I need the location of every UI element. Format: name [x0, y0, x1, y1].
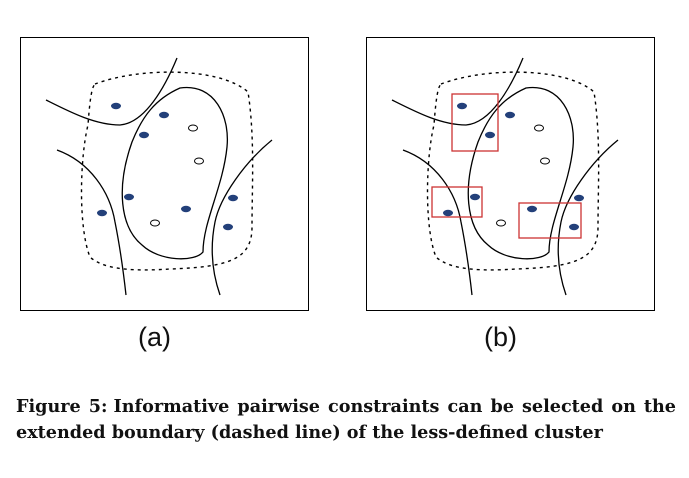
filled-point — [124, 193, 134, 201]
filled-point — [574, 194, 584, 202]
filled-point — [159, 111, 169, 119]
filled-point — [181, 205, 191, 213]
hollow-points — [496, 124, 550, 227]
filled-point — [111, 102, 121, 110]
figure-caption: Figure 5: Informative pairwise constraint… — [16, 394, 676, 446]
filled-point — [485, 131, 495, 139]
hollow-point — [188, 124, 198, 132]
filled-point — [139, 131, 149, 139]
extended-boundary — [80, 71, 254, 271]
filled-point — [228, 194, 238, 202]
filled-point — [457, 102, 467, 110]
filled-point — [527, 205, 537, 213]
boundary-curve-lower-left — [402, 149, 473, 296]
panel-a-diagram — [20, 37, 309, 311]
caption-text: Informative pairwise constraints can be … — [16, 396, 677, 443]
panel-a-label: (a) — [138, 322, 171, 352]
panel-b — [366, 37, 655, 311]
filled-point — [569, 223, 579, 231]
filled-points — [97, 102, 238, 231]
constraint-box-right — [518, 202, 582, 239]
boundary-curve-right — [557, 139, 619, 296]
hollow-point — [150, 219, 160, 227]
filled-point — [223, 223, 233, 231]
hollow-point — [540, 157, 550, 165]
panel-b-diagram — [366, 37, 655, 311]
boundary-curve-right — [211, 139, 273, 296]
constraint-box-left — [431, 186, 483, 218]
hollow-point — [534, 124, 544, 132]
less-defined-cluster — [467, 86, 575, 260]
filled-point — [443, 209, 453, 217]
filled-point — [505, 111, 515, 119]
boundary-curve-upper-left — [391, 57, 524, 126]
panel-frame — [20, 37, 309, 311]
panel-frame — [366, 37, 655, 311]
filled-point — [97, 209, 107, 217]
boundary-curve-upper-left — [45, 57, 178, 126]
constraint-boxes — [431, 93, 582, 239]
hollow-point — [194, 157, 204, 165]
hollow-points — [150, 124, 204, 227]
constraint-box-upper — [451, 93, 499, 152]
figure-number: Figure 5: — [16, 396, 108, 417]
boundary-curve-lower-left — [56, 149, 127, 296]
filled-point — [470, 193, 480, 201]
less-defined-cluster — [121, 86, 229, 260]
filled-points — [443, 102, 584, 231]
panel-b-label: (b) — [484, 322, 517, 352]
panel-a — [20, 37, 309, 311]
hollow-point — [496, 219, 506, 227]
extended-boundary — [426, 71, 600, 271]
